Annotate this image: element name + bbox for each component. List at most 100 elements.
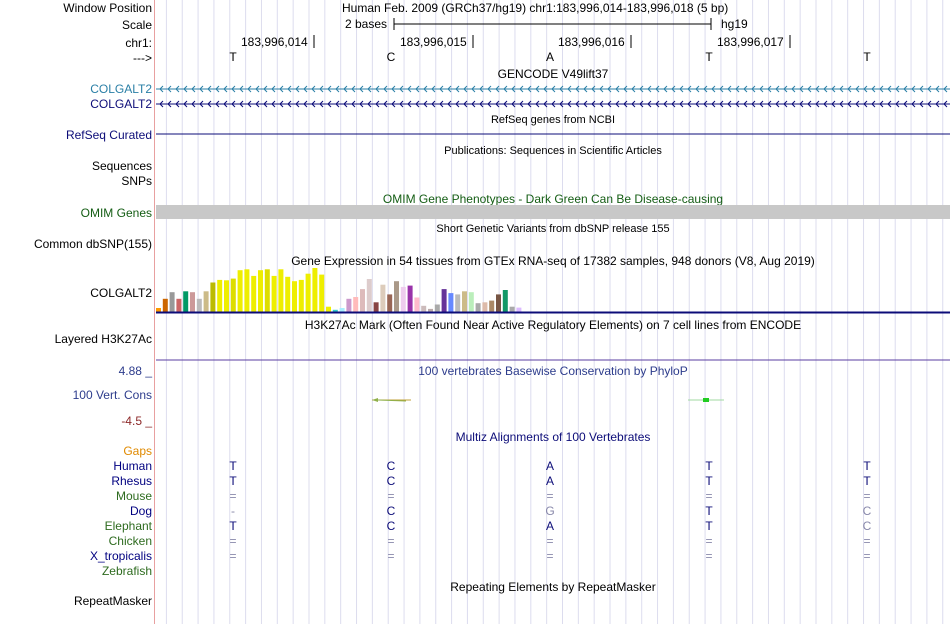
scale-bar [393,18,712,30]
gencode-gene-lift[interactable]: COLGALT2 [90,82,152,96]
publications-track-title[interactable]: Publications: Sequences in Scientific Ar… [444,145,662,157]
strand-chevron [319,85,324,93]
species-label[interactable]: Zebrafish [101,564,152,578]
strand-chevron [383,100,388,108]
strand-chevron [751,100,756,108]
strand-chevron [223,85,228,93]
refseq-track-title[interactable]: RefSeq genes from NCBI [490,114,616,126]
strand-chevron [879,100,884,108]
phylop-track-title[interactable]: 100 vertebrates Basewise Conservation by… [418,364,688,378]
phylop-label[interactable]: 100 Vert. Cons [72,388,152,402]
strand-chevron [287,100,292,108]
gtex-label[interactable]: COLGALT2 [90,286,152,300]
gtex-bar [353,297,359,312]
gtex-bar [183,291,189,312]
strand-chevron [247,100,252,108]
strand-chevron [631,100,636,108]
gtex-bar-chart[interactable] [156,266,950,316]
omim-track-title[interactable]: OMIM Gene Phenotypes - Dark Green Can Be… [382,192,724,206]
strand-chevron [599,100,604,108]
multiz-track-title[interactable]: Multiz Alignments of 100 Vertebrates [455,430,651,444]
strand-chevron [159,100,164,108]
alignment-base: = [546,534,554,548]
strand-chevron [607,100,612,108]
gtex-bar [462,291,467,312]
h3k27ac-label[interactable]: Layered H3K27Ac [54,332,152,346]
strand-chevron [311,85,316,93]
strand-chevron [759,100,764,108]
strand-chevron [695,100,700,108]
dbsnp-track-title[interactable]: Short Genetic Variants from dbSNP releas… [436,223,670,235]
strand-chevron [263,100,268,108]
strand-chevron [575,100,580,108]
repeatmasker-label[interactable]: RepeatMasker [73,594,152,608]
coord-3: 183,996,016 [558,35,625,49]
species-label[interactable]: Dog [129,504,152,518]
alignment-base: G [545,504,555,518]
gencode-gene[interactable]: COLGALT2 [90,97,152,111]
strand-chevron [935,85,940,93]
refseq-line[interactable] [156,128,950,140]
gtex-bar [339,308,345,312]
strand-chevron [703,100,708,108]
strand-chevron [871,85,876,93]
gtex-bar [496,294,501,312]
gencode-track-title[interactable]: GENCODE V49lift37 [497,67,609,81]
strand-chevron [863,100,868,108]
phylop-min: -4.5 _ [121,414,152,428]
species-label[interactable]: Chicken [108,534,152,548]
strand-chevron [455,100,460,108]
strand-chevron [183,100,188,108]
strand-chevron [687,85,692,93]
gtex-bar [502,290,508,312]
alignment-base: T [229,474,237,488]
strand-chevron [775,100,780,108]
gene-model-lift[interactable] [156,83,950,95]
alignment-base: = [863,489,871,503]
gene-model[interactable] [156,98,950,110]
gtex-bar [387,294,393,312]
repeatmasker-track-title[interactable]: Repeating Elements by RepeatMasker [450,580,656,594]
strand-chevron [663,85,668,93]
sequences-label[interactable]: Sequences [91,159,152,173]
strand-chevron [807,100,812,108]
strand-chevron [719,100,724,108]
omim-bar[interactable] [156,205,950,219]
species-label[interactable]: Rhesus [111,474,152,488]
gtex-bar [258,270,263,312]
gtex-bar [217,279,223,312]
strand-chevron [527,100,532,108]
strand-chevron [911,85,916,93]
strand-chevron [711,85,716,93]
strand-chevron [183,85,188,93]
species-label[interactable]: Elephant [104,519,152,533]
base-5: T [863,50,871,64]
gtex-bar [373,302,379,312]
strand-chevron [679,100,684,108]
snps-label[interactable]: SNPs [121,174,152,188]
dbsnp-label[interactable]: Common dbSNP(155) [33,237,152,251]
species-label[interactable]: Mouse [115,489,152,503]
strand-chevron [199,85,204,93]
phylop-signal[interactable] [156,395,950,407]
strand-chevron [519,100,524,108]
strand-chevron [943,100,948,108]
refseq-label[interactable]: RefSeq Curated [65,128,152,142]
strand-chevron [303,85,308,93]
omim-label[interactable]: OMIM Genes [80,206,152,220]
strand-chevron [599,85,604,93]
gtex-track-title[interactable]: Gene Expression in 54 tissues from GTEx … [291,254,815,268]
species-label[interactable]: X_tropicalis [89,549,152,563]
strand-chevron [359,85,364,93]
strand-chevron [639,85,644,93]
strand-chevron [487,85,492,93]
window-position-label: Window Position [63,1,152,15]
strand-chevron [327,100,332,108]
gaps-label[interactable]: Gaps [123,444,152,458]
strand-chevron [199,100,204,108]
h3k27ac-track-title[interactable]: H3K27Ac Mark (Often Found Near Active Re… [304,318,802,332]
strand-chevron [823,100,828,108]
gtex-bar [407,285,413,312]
strand-chevron [319,100,324,108]
species-label[interactable]: Human [113,459,152,473]
